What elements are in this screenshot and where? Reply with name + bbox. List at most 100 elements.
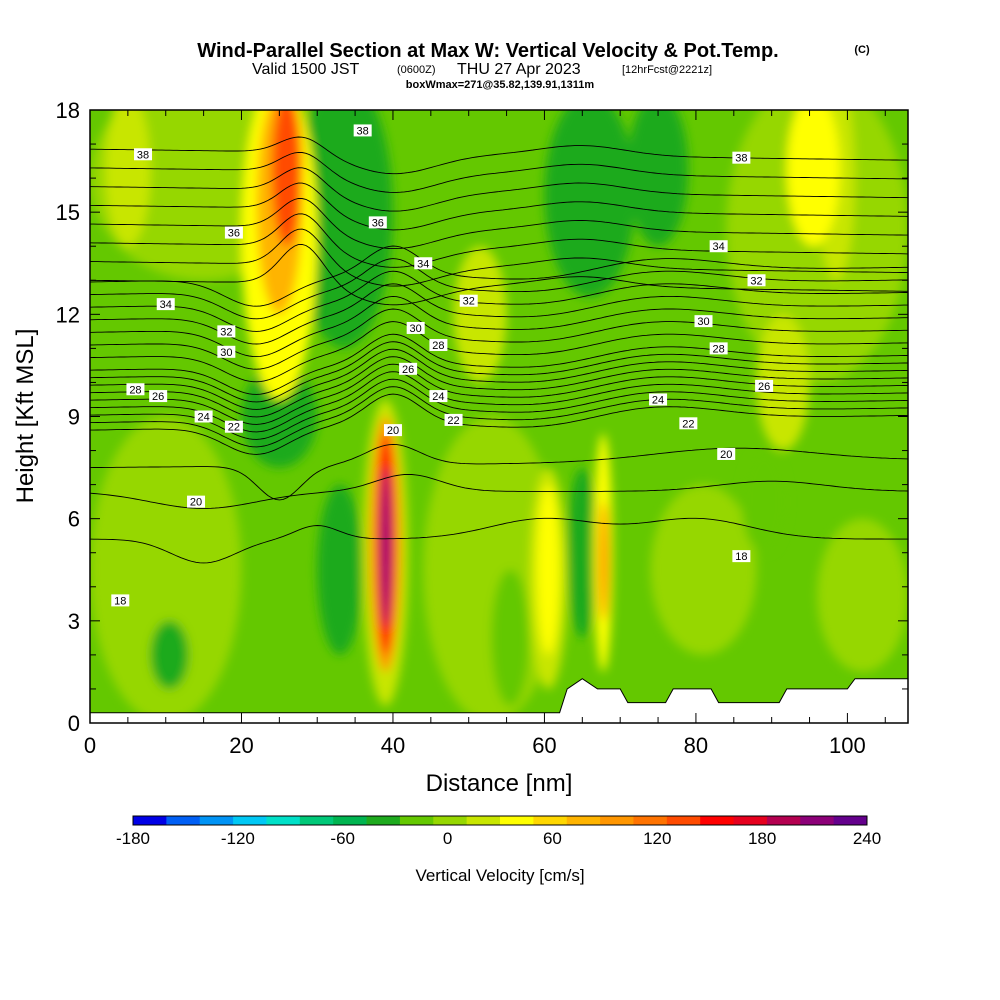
colorbar-swatch [533, 816, 568, 825]
svg-text:18: 18 [735, 551, 747, 563]
colorbar-swatch [266, 816, 301, 825]
svg-text:32: 32 [750, 275, 762, 287]
chart-title: Wind-Parallel Section at Max W: Vertical… [197, 40, 778, 62]
isentrope [90, 473, 908, 509]
isentrope-label: 24 [649, 393, 668, 406]
svg-text:38: 38 [735, 153, 747, 165]
isentrope [90, 228, 908, 287]
isentrope-label: 38 [732, 151, 751, 165]
velocity-cell [544, 110, 636, 298]
y-tick-label: 12 [56, 302, 80, 327]
svg-text:30: 30 [410, 323, 422, 335]
y-tick-label: 3 [68, 609, 80, 634]
isentrope [90, 243, 908, 306]
svg-text:32: 32 [220, 326, 232, 338]
isentrope-label: 18 [111, 594, 130, 607]
colorbar-swatch [299, 816, 334, 825]
velocity-cell [786, 110, 840, 247]
svg-text:THU 27 Apr 2023: THU 27 Apr 2023 [457, 61, 581, 78]
svg-text:28: 28 [432, 340, 444, 352]
colorbar-tick-label: -180 [116, 829, 150, 848]
isentrope [90, 356, 908, 418]
isentrope [90, 182, 908, 231]
colorbar-swatch [600, 816, 634, 825]
colorbar-swatch [733, 816, 768, 825]
colorbar-label: Vertical Velocity [cm/s] [415, 866, 584, 885]
isentrope [90, 213, 908, 268]
x-tick-label: 80 [684, 733, 708, 758]
velocity-cell [817, 518, 908, 672]
svg-text:22: 22 [682, 418, 694, 430]
isentrope-label: 36 [224, 226, 243, 240]
isentrope-label: 24 [429, 390, 448, 403]
velocity-cell [90, 416, 242, 723]
velocity-cell [741, 450, 787, 553]
colorbar-swatch [666, 816, 701, 825]
isentrope-label: 34 [709, 240, 728, 253]
svg-text:20: 20 [387, 425, 399, 437]
velocity-cell [598, 501, 609, 621]
colorbar-tick-label: 180 [748, 829, 776, 848]
velocity-cell [650, 484, 757, 655]
svg-text:24: 24 [652, 394, 664, 406]
svg-text:34: 34 [713, 241, 725, 253]
isentrope [90, 348, 908, 410]
svg-text:38: 38 [137, 149, 149, 161]
isentrope-label: 20 [187, 495, 206, 509]
isentrope-label: 20 [717, 447, 736, 461]
isentrope [90, 136, 908, 175]
isentrope [90, 386, 908, 448]
colorbar-swatch [800, 816, 835, 825]
colorbar-swatch [500, 816, 534, 825]
copyright-mark: (C) [854, 44, 870, 56]
isentrope [90, 393, 908, 455]
colorbar-swatch [333, 816, 368, 825]
isentrope-label: 34 [414, 257, 433, 270]
colorbar-swatch [700, 816, 735, 825]
isentrope-label: 24 [194, 410, 213, 424]
terrain [90, 678, 908, 723]
svg-text:24: 24 [197, 412, 209, 424]
colorbar-tick-label: 60 [543, 829, 562, 848]
x-tick-label: 20 [229, 733, 253, 758]
colorbar: -180 -120 -60 0 60 120 180 240 [116, 815, 881, 848]
svg-text:Valid 1500 JST: Valid 1500 JST [252, 61, 360, 78]
colorbar-tick-label: -120 [221, 829, 255, 848]
isentrope-label: 22 [224, 420, 243, 434]
colorbar-swatch [199, 816, 234, 825]
box-info: boxWmax=271@35.82,139.91,1311m [406, 79, 595, 91]
svg-text:20: 20 [720, 449, 732, 461]
velocity-cell [453, 246, 507, 383]
svg-text:26: 26 [152, 391, 164, 403]
isentrope-label: 28 [126, 383, 145, 396]
svg-text:(0600Z): (0600Z) [397, 64, 436, 76]
velocity-cell [317, 484, 363, 655]
velocity-cell [271, 110, 303, 247]
isentrope-label: 30 [694, 315, 713, 328]
svg-text:34: 34 [417, 258, 429, 270]
isentrope [90, 517, 908, 564]
isentrope [90, 245, 908, 307]
contour-labels: 38 38 38 36 36 34 34 34 32 32 32 30 30 30 28 28 28 26 26 26… [111, 124, 774, 607]
svg-text:26: 26 [758, 381, 770, 393]
isentrope-label: 32 [459, 294, 478, 308]
colorbar-swatch [833, 816, 868, 825]
velocity-cell [536, 484, 560, 655]
velocity-cell [491, 569, 530, 706]
colorbar-swatch [366, 816, 401, 825]
velocity-field [90, 110, 908, 723]
isentrope [90, 333, 908, 395]
colorbar-tick-label: 120 [643, 829, 671, 848]
svg-text:36: 36 [372, 217, 384, 229]
svg-text:34: 34 [160, 299, 172, 311]
isentrope-label: 26 [149, 390, 168, 403]
svg-text:32: 32 [463, 296, 475, 308]
colorbar-swatch [766, 816, 801, 825]
x-tick-label: 60 [532, 733, 556, 758]
svg-text:28: 28 [713, 343, 725, 355]
svg-text:36: 36 [228, 228, 240, 240]
colorbar-tick-label: 0 [443, 829, 452, 848]
velocity-cell [756, 314, 810, 451]
